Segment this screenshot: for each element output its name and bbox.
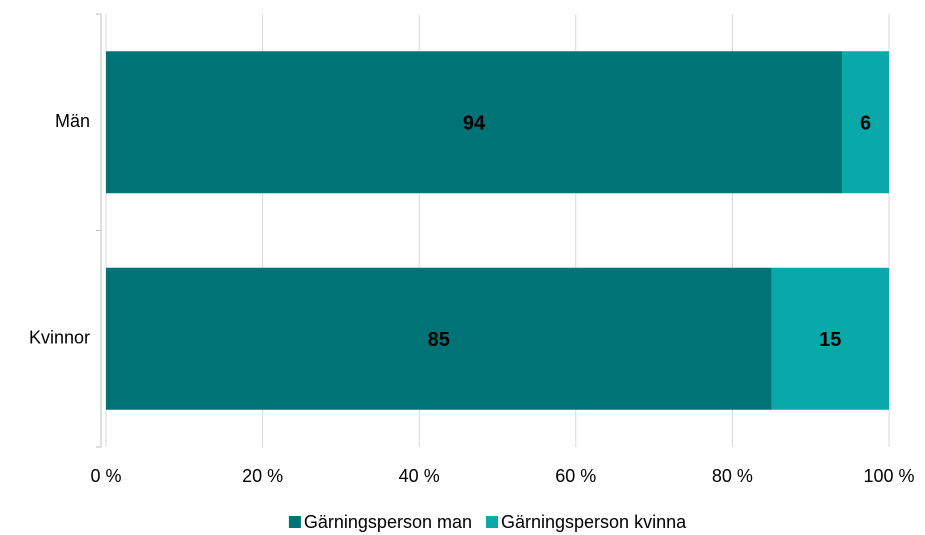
data-label: 85 bbox=[428, 329, 450, 351]
data-label: 15 bbox=[819, 329, 841, 351]
x-tick-label: 80 % bbox=[712, 466, 753, 486]
x-tick-label: 60 % bbox=[555, 466, 596, 486]
y-tick-label: Kvinnor bbox=[29, 328, 90, 348]
bar-segment bbox=[771, 267, 889, 410]
legend-label: Gärningsperson kvinna bbox=[501, 512, 687, 532]
x-tick-label: 20 % bbox=[242, 466, 283, 486]
y-tick-label: Män bbox=[55, 111, 90, 131]
bar-segment bbox=[842, 51, 889, 194]
x-tick-label: 100 % bbox=[863, 466, 914, 486]
x-tick-label: 0 % bbox=[90, 466, 121, 486]
data-label: 94 bbox=[463, 113, 486, 135]
legend: Gärningsperson man Gärningsperson kvinna bbox=[288, 512, 687, 532]
bar-segment bbox=[106, 267, 772, 410]
data-label: 6 bbox=[860, 113, 871, 135]
legend-label: Gärningsperson man bbox=[304, 512, 472, 532]
legend-swatch bbox=[288, 516, 301, 528]
bar-segment bbox=[106, 51, 843, 194]
legend-swatch bbox=[485, 516, 498, 528]
x-tick-label: 40 % bbox=[399, 466, 440, 486]
